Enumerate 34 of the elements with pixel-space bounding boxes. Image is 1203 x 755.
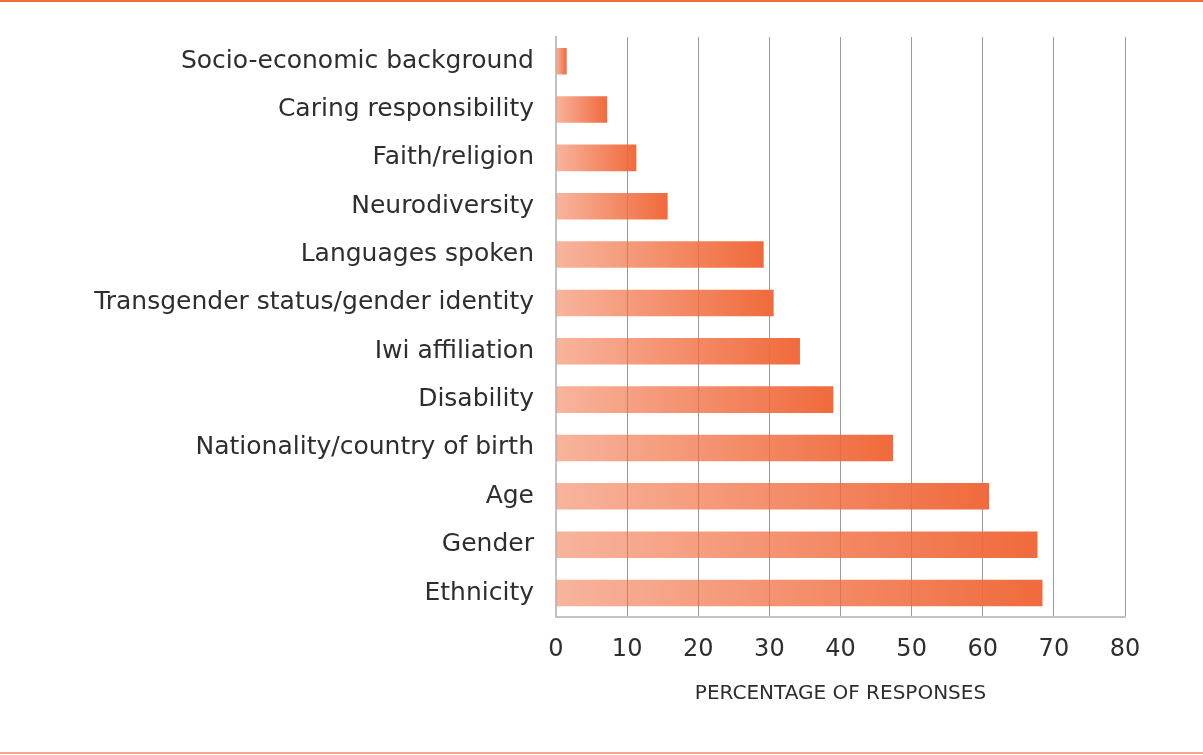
y-tick-label: Gender (441, 528, 535, 558)
bar (556, 96, 608, 123)
y-tick-label: Neurodiversity (351, 189, 535, 219)
x-tick-label: 40 (825, 633, 856, 662)
y-tick-label: Age (485, 479, 534, 509)
bar (556, 434, 894, 462)
bar (556, 386, 834, 413)
x-tick-label: 0 (548, 633, 564, 662)
y-tick-label: Languages spoken (300, 238, 534, 268)
bar (556, 192, 668, 220)
x-tick-label: 10 (611, 633, 643, 662)
y-tick-label: Disability (418, 383, 535, 413)
x-tick-label: 50 (896, 633, 927, 662)
y-tick-label: Faith/religion (372, 141, 534, 171)
bar (556, 483, 990, 510)
x-axis-title: PERCENTAGE OF RESPONSES (694, 680, 987, 705)
x-tick-label: 60 (967, 633, 999, 662)
x-tick-label: 20 (682, 633, 714, 662)
bar (556, 47, 567, 75)
bar (556, 144, 637, 172)
x-tick-label: 80 (1109, 633, 1141, 662)
y-tick-label: Caring responsibility (277, 93, 535, 123)
bar (556, 337, 800, 365)
y-tick-label: Transgender status/gender identity (93, 286, 535, 316)
bar (556, 241, 764, 268)
y-tick-label: Iwi affiliation (374, 334, 534, 364)
y-tick-label: Nationality/country of birth (195, 431, 534, 461)
bar (556, 289, 774, 317)
x-tick-label: 30 (754, 633, 785, 662)
x-tick-label: 70 (1038, 633, 1070, 662)
bar (556, 531, 1038, 558)
y-tick-label: Ethnicity (424, 576, 535, 606)
bar (556, 579, 1043, 607)
y-tick-label: Socio-economic background (180, 44, 534, 74)
